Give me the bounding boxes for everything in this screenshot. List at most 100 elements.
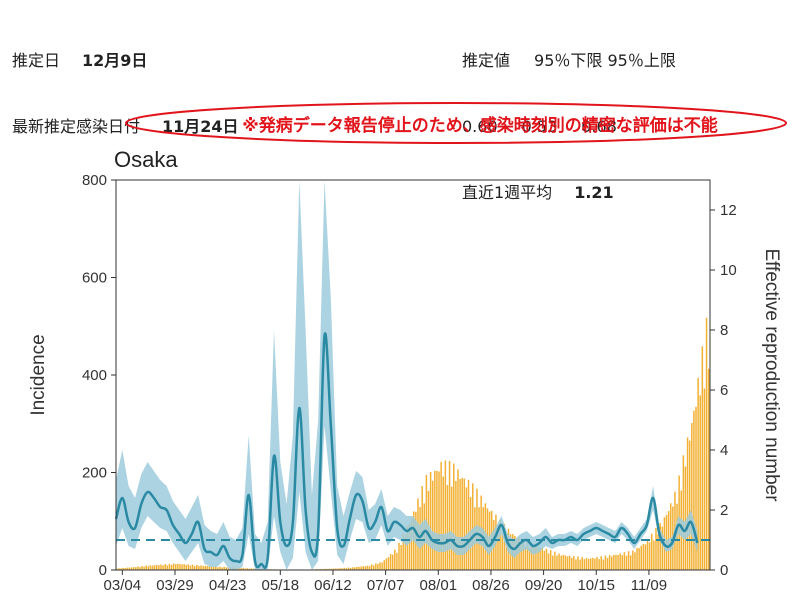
incidence-bar [448, 461, 451, 570]
stats-header-upper: 95％上限 [607, 51, 676, 70]
incidence-bar [653, 540, 655, 570]
incidence-bar [120, 568, 122, 570]
incidence-bar [354, 567, 356, 570]
incidence-bar [522, 538, 525, 570]
x-tick-label: 07/07 [367, 577, 405, 594]
rt-confidence-band [116, 180, 698, 570]
incidence-bar [552, 555, 554, 570]
incidence-bar [387, 557, 390, 570]
weekly-label: 直近1週平均 [462, 183, 553, 202]
incidence-bar [431, 480, 434, 570]
y-axis-label: Incidence [28, 334, 49, 415]
stats-header-row: 推定値 95％下限 95％上限 [462, 50, 676, 72]
incidence-bar [366, 565, 369, 570]
x-tick-label: 11/09 [631, 577, 667, 594]
incidence-bar [324, 568, 327, 570]
y2-tick-label: 4 [720, 442, 728, 459]
x-tick-label: 05/18 [262, 577, 300, 594]
incidence-bar [442, 476, 444, 570]
incidence-bar [592, 557, 594, 570]
incidence-bar [375, 563, 377, 570]
incidence-bar [151, 565, 154, 570]
incidence-bar [345, 568, 348, 570]
incidence-bar [202, 565, 204, 570]
incidence-bar [246, 568, 249, 570]
incidence-bar [459, 478, 461, 570]
incidence-bar [566, 556, 569, 570]
incidence-bar [429, 471, 432, 570]
incidence-bar [377, 564, 379, 570]
incidence-bar [179, 564, 181, 570]
incidence-bar [436, 470, 438, 570]
incidence-bar [137, 566, 139, 570]
incidence-bar [528, 547, 531, 570]
incidence-bar [648, 542, 651, 570]
x-tick-label: 09/20 [525, 577, 563, 594]
y-tick-label: 600 [82, 270, 107, 287]
x-tick-label: 10/15 [577, 577, 615, 594]
incidence-bar [244, 568, 246, 570]
incidence-bar [434, 470, 436, 570]
incidence-bar [634, 552, 636, 570]
incidence-bar [701, 346, 704, 570]
incidence-bar [200, 565, 202, 570]
incidence-bar [212, 566, 215, 570]
y-tick-label: 200 [82, 465, 107, 482]
incidence-bar [332, 568, 335, 570]
incidence-bar [651, 533, 653, 570]
incidence-bar [537, 547, 539, 570]
incidence-bar [181, 564, 183, 570]
incidence-bar [320, 568, 322, 570]
incidence-bar [554, 551, 556, 570]
incidence-bar [613, 554, 615, 570]
incidence-bar [642, 544, 645, 570]
incidence-bar [370, 564, 373, 570]
estimate-date-value: 12月9日 [82, 51, 148, 70]
incidence-bar [501, 533, 503, 570]
incidence-bar [705, 317, 708, 570]
incidence-bar [543, 550, 546, 570]
incidence-bar [497, 528, 499, 570]
x-axis: 03/04 03/29 04/23 05/18 06/12 07/07 08/01 08/26… [104, 570, 667, 594]
incidence-bar [250, 568, 253, 570]
incidence-bar [463, 478, 466, 570]
incidence-bar [444, 460, 447, 570]
incidence-bar [221, 567, 223, 570]
incidence-bar [632, 550, 634, 570]
incidence-bar [575, 559, 577, 570]
incidence-bar [556, 555, 558, 570]
incidence-bar [379, 562, 381, 570]
chart: Osaka 0 200 400 600 800 0 2 4 6 8 10 12 03/04 03/29… [28, 147, 782, 594]
incidence-bar [358, 566, 360, 570]
incidence-bar [360, 566, 362, 570]
stats-value-lower: 0.53 [521, 117, 558, 136]
chart-title: Osaka [114, 147, 178, 172]
incidence-bar [141, 566, 143, 570]
incidence-bar [174, 564, 177, 570]
incidence-bar [518, 536, 520, 570]
weekly-row: 直近1週平均 1.21 [462, 182, 676, 204]
incidence-bar [189, 565, 192, 570]
incidence-bar [627, 551, 630, 570]
y2-tick-label: 10 [720, 262, 737, 279]
incidence-bar [503, 523, 506, 570]
incidence-bar [347, 567, 350, 570]
incidence-bar [391, 554, 394, 570]
incidence-bar [615, 554, 617, 570]
incidence-bar [198, 565, 200, 570]
incidence-bar [410, 518, 413, 570]
incidence-bar [465, 487, 468, 570]
incidence-bar [326, 568, 329, 570]
estimate-date-label: 推定日 [12, 51, 61, 70]
incidence-bar [640, 545, 642, 570]
incidence-bar [128, 567, 131, 570]
incidence-bar [619, 553, 621, 570]
incidence-bar [160, 564, 162, 570]
incidence-bar [505, 533, 508, 570]
incidence-bar [240, 568, 242, 570]
incidence-bar [682, 455, 685, 570]
incidence-bar [337, 568, 339, 570]
incidence-bar [520, 542, 522, 570]
stats-header-lower: 95％下限 [534, 51, 603, 70]
incidence-bar [408, 523, 411, 570]
